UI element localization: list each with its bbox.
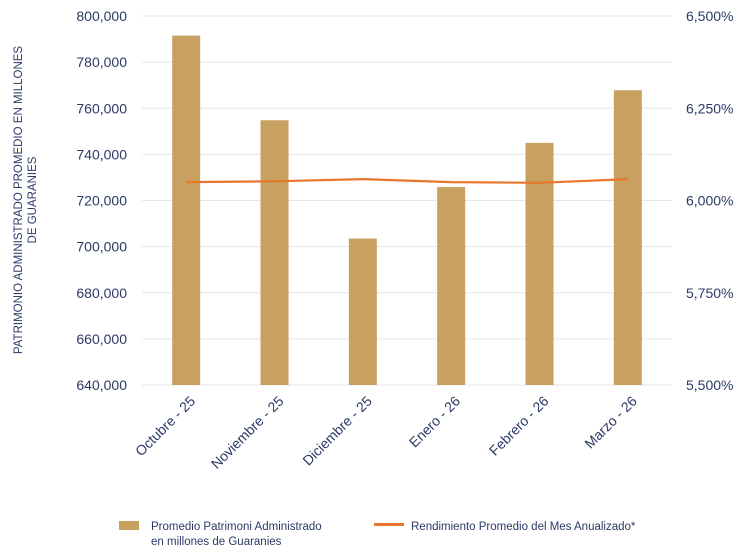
x-tick-label: Noviembre - 25 xyxy=(208,393,287,472)
bar xyxy=(172,35,201,386)
y-axis-title-line1: PATRIMONIO ADMINISTRADO PROMEDIO EN MILL… xyxy=(13,46,25,355)
left-tick-label: 740,000 xyxy=(76,146,127,162)
left-axis-ticks: 640,000 660,000 680,000 700,000 720,000 740,0… xyxy=(76,8,127,393)
bar xyxy=(260,120,289,386)
bar-series xyxy=(172,35,642,386)
x-tick-label: Diciembre - 25 xyxy=(299,393,375,469)
left-tick-label: 720,000 xyxy=(76,193,127,209)
left-tick-label: 800,000 xyxy=(76,8,127,24)
x-tick-label: Enero - 26 xyxy=(406,393,464,451)
right-tick-label: 5,750% xyxy=(686,285,733,301)
left-tick-label: 700,000 xyxy=(76,239,127,255)
bar xyxy=(613,90,642,385)
legend-label-bar-line1: Promedio Patrimoni Administrado xyxy=(151,521,322,533)
left-tick-label: 640,000 xyxy=(76,377,127,393)
bar xyxy=(348,238,377,385)
right-tick-label: 6,500% xyxy=(686,8,733,24)
left-tick-label: 680,000 xyxy=(76,285,127,301)
left-tick-label: 760,000 xyxy=(76,100,127,116)
right-tick-label: 5,500% xyxy=(686,377,733,393)
legend-label-line: Rendimiento Promedio del Mes Anualizado* xyxy=(411,521,636,533)
legend: Promedio Patrimoni Administrado en millo… xyxy=(119,521,636,548)
right-tick-label: 6,000% xyxy=(686,193,733,209)
right-tick-label: 6,250% xyxy=(686,100,733,116)
left-tick-label: 660,000 xyxy=(76,331,127,347)
legend-swatch-line xyxy=(374,523,404,526)
y-axis-title-line2: DE GUARANIES xyxy=(27,156,39,243)
x-tick-label: Octubre - 25 xyxy=(132,393,198,459)
line-series xyxy=(186,178,628,184)
x-axis-ticks: Octubre - 25 Noviembre - 25 Diciembre - 25… xyxy=(132,393,640,472)
gridlines xyxy=(142,15,672,386)
x-tick-label: Febrero - 26 xyxy=(486,393,552,459)
x-tick-label: Marzo - 26 xyxy=(581,393,640,452)
bar xyxy=(525,142,554,385)
legend-swatch-bar xyxy=(119,521,139,530)
legend-label-bar-line2: en millones de Guaranies xyxy=(151,536,282,548)
left-tick-label: 780,000 xyxy=(76,54,127,70)
bar xyxy=(437,187,466,385)
series-line xyxy=(186,178,628,184)
right-axis-ticks: 5,500% 5,750% 6,000% 6,250% 6,500% xyxy=(686,8,733,393)
